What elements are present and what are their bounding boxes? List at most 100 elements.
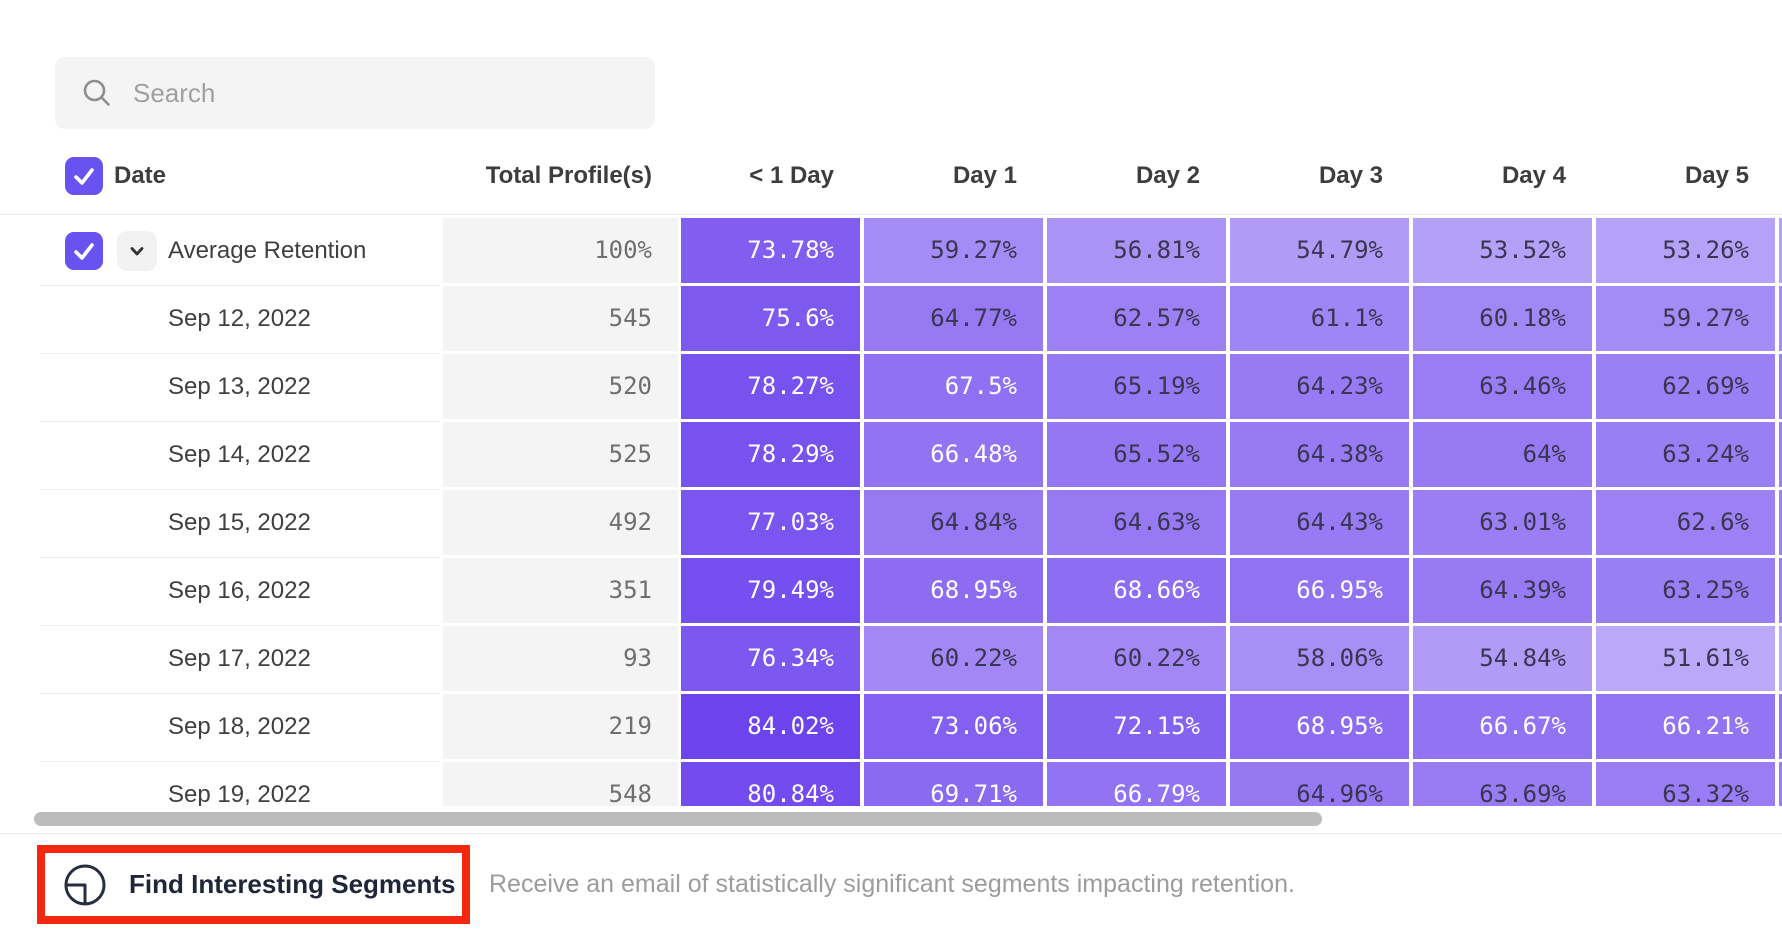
retention-cell[interactable]: 66.48% bbox=[864, 422, 1043, 487]
retention-cell[interactable]: 59.27% bbox=[864, 218, 1043, 283]
row-label: Sep 19, 2022 bbox=[168, 781, 311, 808]
clipped-next-column-cell bbox=[1779, 626, 1782, 691]
search-input[interactable] bbox=[131, 76, 615, 110]
search-icon bbox=[83, 79, 110, 106]
retention-cell[interactable]: 78.27% bbox=[681, 354, 860, 419]
cohort-row: Sep 18, 2022 219 84.02% 73.06% 72.15% 68.95% 6… bbox=[0, 694, 1782, 762]
row-divider bbox=[40, 285, 440, 286]
clipped-next-column-cell bbox=[1779, 422, 1782, 487]
column-header-lt1day: < 1 Day bbox=[749, 162, 834, 189]
horizontal-scrollbar bbox=[0, 806, 1782, 832]
retention-cell[interactable]: 63.01% bbox=[1413, 490, 1592, 555]
retention-cell[interactable]: 67.5% bbox=[864, 354, 1043, 419]
retention-cell[interactable]: 68.95% bbox=[1230, 694, 1409, 759]
retention-cell[interactable]: 56.81% bbox=[1047, 218, 1226, 283]
retention-cell[interactable]: 64.84% bbox=[864, 490, 1043, 555]
retention-cell[interactable]: 79.49% bbox=[681, 558, 860, 623]
retention-cell[interactable]: 63.25% bbox=[1596, 558, 1775, 623]
check-icon bbox=[74, 243, 94, 260]
total-profiles-cell: 219 bbox=[443, 694, 678, 759]
retention-cell[interactable]: 72.15% bbox=[1047, 694, 1226, 759]
average-retention-row: Average Retention 100% 73.78% 59.27% 56.81% 5… bbox=[0, 218, 1782, 286]
total-profiles-cell: 525 bbox=[443, 422, 678, 487]
retention-cell[interactable]: 58.06% bbox=[1230, 626, 1409, 691]
retention-cell[interactable]: 65.52% bbox=[1047, 422, 1226, 487]
retention-cell[interactable]: 77.03% bbox=[681, 490, 860, 555]
column-header-day5: Day 5 bbox=[1684, 162, 1749, 189]
row-label: Sep 15, 2022 bbox=[168, 509, 311, 536]
retention-cell[interactable]: 78.29% bbox=[681, 422, 860, 487]
clipped-next-column-cell bbox=[1779, 762, 1782, 827]
retention-cell[interactable]: 66.67% bbox=[1413, 694, 1592, 759]
retention-cell[interactable]: 53.26% bbox=[1596, 218, 1775, 283]
row-checkbox[interactable] bbox=[65, 232, 103, 270]
retention-cell[interactable]: 73.78% bbox=[681, 218, 860, 283]
retention-cell[interactable]: 66.95% bbox=[1230, 558, 1409, 623]
column-header-day4: Day 4 bbox=[1501, 162, 1566, 189]
cohort-row: Sep 16, 2022 351 79.49% 68.95% 68.66% 66.95% 6… bbox=[0, 558, 1782, 626]
find-interesting-segments-button[interactable]: Find Interesting Segments bbox=[45, 853, 462, 916]
row-label: Average Retention bbox=[168, 237, 367, 264]
retention-cell[interactable]: 60.22% bbox=[1047, 626, 1226, 691]
segments-icon bbox=[64, 864, 106, 905]
retention-cell[interactable]: 60.18% bbox=[1413, 286, 1592, 351]
scrollbar-thumb[interactable] bbox=[34, 812, 1322, 826]
retention-cell[interactable]: 63.46% bbox=[1413, 354, 1592, 419]
total-profiles-cell: 93 bbox=[443, 626, 678, 691]
column-header-day2: Day 2 bbox=[1135, 162, 1200, 189]
retention-cell[interactable]: 53.52% bbox=[1413, 218, 1592, 283]
total-profiles-cell: 351 bbox=[443, 558, 678, 623]
check-icon bbox=[74, 168, 94, 185]
retention-cell[interactable]: 65.19% bbox=[1047, 354, 1226, 419]
total-profiles-cell: 520 bbox=[443, 354, 678, 419]
retention-cell[interactable]: 64.63% bbox=[1047, 490, 1226, 555]
clipped-next-column-cell bbox=[1779, 286, 1782, 351]
retention-cell[interactable]: 62.6% bbox=[1596, 490, 1775, 555]
retention-cell[interactable]: 60.22% bbox=[864, 626, 1043, 691]
retention-cell[interactable]: 64% bbox=[1413, 422, 1592, 487]
retention-cell[interactable]: 59.27% bbox=[1596, 286, 1775, 351]
column-header-total-profiles: Total Profile(s) bbox=[485, 162, 652, 189]
row-label: Sep 12, 2022 bbox=[168, 305, 311, 332]
retention-cell[interactable]: 63.24% bbox=[1596, 422, 1775, 487]
retention-cell[interactable]: 54.79% bbox=[1230, 218, 1409, 283]
retention-cell[interactable]: 64.43% bbox=[1230, 490, 1409, 555]
retention-cell[interactable]: 54.84% bbox=[1413, 626, 1592, 691]
row-divider bbox=[40, 625, 440, 626]
row-label: Sep 14, 2022 bbox=[168, 441, 311, 468]
cohort-row: Sep 12, 2022 545 75.6% 64.77% 62.57% 61.1% 60.… bbox=[0, 286, 1782, 354]
table-header-row: Date Total Profile(s) < 1 Day Day 1 Day … bbox=[0, 140, 1782, 212]
row-label: Sep 16, 2022 bbox=[168, 577, 311, 604]
retention-cell[interactable]: 64.23% bbox=[1230, 354, 1409, 419]
retention-cell[interactable]: 76.34% bbox=[681, 626, 860, 691]
retention-cell[interactable]: 64.38% bbox=[1230, 422, 1409, 487]
retention-cell[interactable]: 66.21% bbox=[1596, 694, 1775, 759]
row-label: Sep 17, 2022 bbox=[168, 645, 311, 672]
retention-cell[interactable]: 64.77% bbox=[864, 286, 1043, 351]
column-header-date: Date bbox=[114, 162, 167, 189]
retention-cell[interactable]: 73.06% bbox=[864, 694, 1043, 759]
retention-cell[interactable]: 63.69% bbox=[1413, 762, 1592, 827]
retention-cell[interactable]: 62.57% bbox=[1047, 286, 1226, 351]
clipped-next-column-cell bbox=[1779, 694, 1782, 759]
retention-cell[interactable]: 68.95% bbox=[864, 558, 1043, 623]
retention-cell[interactable]: 75.6% bbox=[681, 286, 860, 351]
footer-divider bbox=[0, 833, 1782, 834]
column-header-day1: Day 1 bbox=[952, 162, 1017, 189]
retention-cell[interactable]: 62.69% bbox=[1596, 354, 1775, 419]
retention-cell[interactable]: 84.02% bbox=[681, 694, 860, 759]
clipped-next-column-cell bbox=[1779, 490, 1782, 555]
row-label: Sep 18, 2022 bbox=[168, 713, 311, 740]
total-profiles-cell: 492 bbox=[443, 490, 678, 555]
cohort-row: Sep 14, 2022 525 78.29% 66.48% 65.52% 64.38% 6… bbox=[0, 422, 1782, 490]
retention-cell[interactable]: 61.1% bbox=[1230, 286, 1409, 351]
expand-collapse-button[interactable] bbox=[117, 231, 157, 271]
retention-cell[interactable]: 64.39% bbox=[1413, 558, 1592, 623]
clipped-next-column-cell bbox=[1779, 218, 1782, 283]
select-all-checkbox[interactable] bbox=[65, 157, 103, 195]
row-divider bbox=[40, 761, 440, 762]
row-label: Sep 13, 2022 bbox=[168, 373, 311, 400]
retention-cell[interactable]: 68.66% bbox=[1047, 558, 1226, 623]
retention-cell[interactable]: 51.61% bbox=[1596, 626, 1775, 691]
